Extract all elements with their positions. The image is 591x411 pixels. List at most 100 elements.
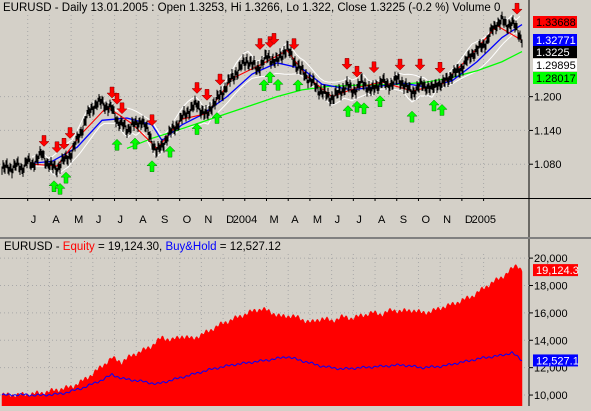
equity-y-tick-label: 10,000 xyxy=(534,390,568,402)
buy-signal-arrow[interactable] xyxy=(258,79,270,91)
equity-value-tag xyxy=(533,264,578,277)
sell-signal-arrow[interactable] xyxy=(368,61,380,74)
equity-value-tag-label: 19,124.3 xyxy=(536,265,579,277)
equity-y-tick-label: 20,000 xyxy=(534,253,568,265)
equity-legend: EURUSD - Equity = 19,124.30, Buy&Hold = … xyxy=(4,241,281,253)
price-tag xyxy=(533,59,577,71)
equity-y-tick-label: 18,000 xyxy=(534,280,568,292)
price-y-tick-label: 1.200 xyxy=(534,92,562,104)
legend-equity-label: Equity xyxy=(63,241,95,253)
buy-signal-arrow[interactable] xyxy=(342,105,354,117)
lower-band-line xyxy=(31,31,521,177)
equity-area[interactable] xyxy=(1,264,523,407)
sell-signal-arrow[interactable] xyxy=(434,62,446,74)
buy-signal-arrow[interactable] xyxy=(351,100,363,113)
price-x-tick-label: 2004 xyxy=(233,214,257,226)
sell-signal-arrow[interactable] xyxy=(51,141,63,154)
price-x-tick-label: A xyxy=(291,214,299,226)
sell-signal-arrow[interactable] xyxy=(341,58,353,70)
legend-buyhold-label: Buy&Hold xyxy=(165,241,216,253)
price-x-tick-label: A xyxy=(52,214,60,226)
buy-signal-arrow[interactable] xyxy=(264,71,276,83)
price-x-tick-label: N xyxy=(204,214,212,226)
price-x-tick-label: S xyxy=(161,214,168,226)
price-x-tick-label: O xyxy=(183,214,192,226)
price-tag-label: 1.28017 xyxy=(536,73,576,85)
price-x-tick-label: A xyxy=(378,214,386,226)
sell-signal-arrow[interactable] xyxy=(106,86,118,99)
equity-y-tick-label: 14,000 xyxy=(534,335,568,347)
buy-signal-arrow[interactable] xyxy=(292,79,304,92)
buy-signal-arrow[interactable] xyxy=(60,171,72,184)
price-tag xyxy=(533,34,577,46)
sell-signal-arrow[interactable] xyxy=(394,58,406,71)
price-x-tick-label: 2005 xyxy=(472,214,496,226)
equity-panel[interactable]: 10,00012,00014,00016,00018,00020,00019,1… xyxy=(0,239,591,407)
sell-signal-arrow[interactable] xyxy=(64,127,76,139)
price-x-tick-label: J xyxy=(96,214,102,226)
sell-signal-arrow[interactable] xyxy=(111,93,123,105)
legend-symbol: EURUSD xyxy=(4,241,53,253)
price-y-tick-label: 1.080 xyxy=(534,159,562,171)
buy-signal-arrow[interactable] xyxy=(406,110,418,123)
sell-signal-arrow[interactable] xyxy=(254,38,266,50)
price-y-tick-label: 1.140 xyxy=(534,125,562,137)
sell-signal-arrow[interactable] xyxy=(191,82,203,94)
buy-signal-arrow[interactable] xyxy=(211,112,223,124)
price-x-tick-label: J xyxy=(356,214,362,226)
price-x-axis xyxy=(0,198,591,199)
sell-signal-arrow[interactable] xyxy=(414,58,426,71)
price-x-tick-label: D xyxy=(226,214,234,226)
price-header: EURUSD - Daily 13.01.2005 : Open 1.3253,… xyxy=(3,2,500,14)
legend-buyhold-value: 12,527.12 xyxy=(230,241,281,253)
price-x-tick-label: A xyxy=(139,214,147,226)
price-x-tick-label: J xyxy=(118,214,124,226)
sell-signal-arrow[interactable] xyxy=(288,38,300,50)
buy-signal-arrow[interactable] xyxy=(374,95,386,107)
buy-signal-arrow[interactable] xyxy=(146,160,158,172)
price-tag-label: 1.29895 xyxy=(536,60,576,72)
buy-signal-arrow[interactable] xyxy=(54,182,66,195)
price-tag xyxy=(533,46,577,58)
buy-signal-arrow[interactable] xyxy=(48,180,60,192)
price-tag xyxy=(533,16,577,28)
buy-signal-arrow[interactable] xyxy=(164,145,176,158)
buy-signal-arrow[interactable] xyxy=(272,78,284,91)
sell-signal-arrow[interactable] xyxy=(511,2,523,15)
buy-signal-arrow[interactable] xyxy=(436,104,448,116)
buy-signal-arrow[interactable] xyxy=(358,102,370,115)
price-x-tick-label: M xyxy=(313,214,322,226)
buy-signal-arrow[interactable] xyxy=(129,137,141,150)
price-x-tick-label: S xyxy=(400,214,407,226)
sell-signal-arrow[interactable] xyxy=(58,138,70,150)
price-tag-label: 1.33688 xyxy=(536,17,576,29)
legend-equity-value: 19,124.30 xyxy=(108,241,159,253)
buy-signal-arrow[interactable] xyxy=(428,99,440,112)
price-x-tick-label: D xyxy=(465,214,473,226)
price-tag-label: 1.32771 xyxy=(536,35,576,47)
sell-signal-arrow[interactable] xyxy=(201,89,213,101)
price-tag-label: 1.3225 xyxy=(536,47,570,59)
price-x-tick-label: J xyxy=(335,214,341,226)
buy-signal-arrow[interactable] xyxy=(191,123,203,135)
buy-signal-arrow[interactable] xyxy=(111,138,123,151)
equity-value-tag-label: 12,527.1 xyxy=(536,355,579,367)
equity-value-tag xyxy=(533,354,578,367)
price-x-tick-label: N xyxy=(443,214,451,226)
equity-y-tick-label: 16,000 xyxy=(534,308,568,320)
sell-signal-arrow[interactable] xyxy=(214,73,226,86)
sell-signal-arrow[interactable] xyxy=(116,102,128,115)
sell-signal-arrow[interactable] xyxy=(38,135,50,147)
price-x-tick-label: M xyxy=(270,214,279,226)
sell-signal-arrow[interactable] xyxy=(351,65,363,78)
panel-divider xyxy=(0,237,591,239)
price-plot-bg xyxy=(0,0,529,198)
sell-signal-arrow[interactable] xyxy=(146,114,158,127)
price-x-tick-label: O xyxy=(421,214,430,226)
buyhold-line[interactable] xyxy=(1,350,523,397)
price-x-tick-label: M xyxy=(74,214,83,226)
sell-signal-arrow[interactable] xyxy=(268,33,280,45)
